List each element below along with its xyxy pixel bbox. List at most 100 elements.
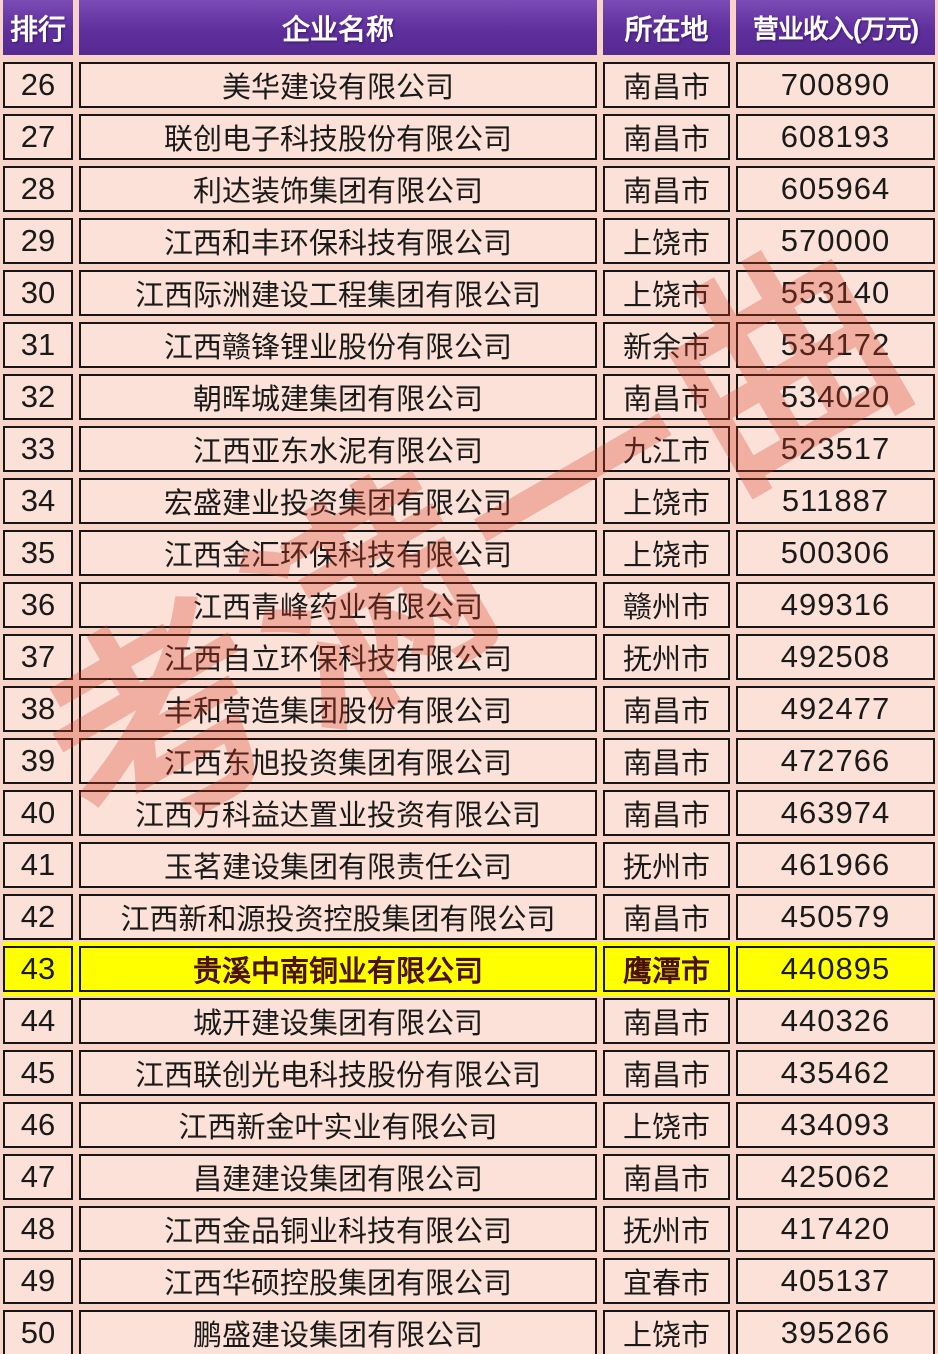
table-row: 44 城开建设集团有限公司 南昌市 440326 bbox=[3, 998, 935, 1044]
rank-cell: 32 bbox=[3, 374, 73, 420]
rank-cell: 30 bbox=[3, 270, 73, 316]
revenue-cell: 395266 bbox=[736, 1310, 935, 1354]
rank-cell: 49 bbox=[3, 1258, 73, 1304]
company-cell: 江西金品铜业科技有限公司 bbox=[79, 1206, 597, 1252]
rank-cell: 39 bbox=[3, 738, 73, 784]
table-row: 49 江西华硕控股集团有限公司 宜春市 405137 bbox=[3, 1258, 935, 1304]
rank-cell: 34 bbox=[3, 478, 73, 524]
revenue-cell: 553140 bbox=[736, 270, 935, 316]
city-cell: 九江市 bbox=[603, 426, 730, 472]
city-cell: 赣州市 bbox=[603, 582, 730, 628]
city-cell: 上饶市 bbox=[603, 1310, 730, 1354]
rank-cell: 29 bbox=[3, 218, 73, 264]
company-cell: 联创电子科技股份有限公司 bbox=[79, 114, 597, 160]
rank-cell: 35 bbox=[3, 530, 73, 576]
rank-cell: 26 bbox=[3, 62, 73, 108]
table-row: 33 江西亚东水泥有限公司 九江市 523517 bbox=[3, 426, 935, 472]
company-cell: 江西自立环保科技有限公司 bbox=[79, 634, 597, 680]
rank-cell: 33 bbox=[3, 426, 73, 472]
revenue-cell: 440895 bbox=[736, 946, 935, 992]
rank-cell: 31 bbox=[3, 322, 73, 368]
rank-cell: 47 bbox=[3, 1154, 73, 1200]
revenue-cell: 534172 bbox=[736, 322, 935, 368]
rank-cell: 48 bbox=[3, 1206, 73, 1252]
company-cell: 江西新和源投资控股集团有限公司 bbox=[79, 894, 597, 940]
company-cell: 丰和营造集团股份有限公司 bbox=[79, 686, 597, 732]
company-cell: 宏盛建业投资集团有限公司 bbox=[79, 478, 597, 524]
table-row: 29 江西和丰环保科技有限公司 上饶市 570000 bbox=[3, 218, 935, 264]
company-cell: 朝晖城建集团有限公司 bbox=[79, 374, 597, 420]
table-row: 38 丰和营造集团股份有限公司 南昌市 492477 bbox=[3, 686, 935, 732]
table-row: 46 江西新金叶实业有限公司 上饶市 434093 bbox=[3, 1102, 935, 1148]
rank-cell: 45 bbox=[3, 1050, 73, 1096]
rank-cell: 42 bbox=[3, 894, 73, 940]
city-cell: 上饶市 bbox=[603, 478, 730, 524]
revenue-cell: 492508 bbox=[736, 634, 935, 680]
rank-cell: 38 bbox=[3, 686, 73, 732]
revenue-cell: 434093 bbox=[736, 1102, 935, 1148]
revenue-cell: 425062 bbox=[736, 1154, 935, 1200]
company-cell: 江西新金叶实业有限公司 bbox=[79, 1102, 597, 1148]
city-cell: 南昌市 bbox=[603, 894, 730, 940]
table-row: 28 利达装饰集团有限公司 南昌市 605964 bbox=[3, 166, 935, 212]
city-cell: 南昌市 bbox=[603, 166, 730, 212]
city-cell: 南昌市 bbox=[603, 686, 730, 732]
company-cell: 江西联创光电科技股份有限公司 bbox=[79, 1050, 597, 1096]
city-cell: 上饶市 bbox=[603, 530, 730, 576]
header-city: 所在地 bbox=[603, 0, 730, 55]
rank-cell: 37 bbox=[3, 634, 73, 680]
table-header-row: 排行 企业名称 所在地 营业收入(万元) bbox=[3, 0, 935, 55]
header-rank: 排行 bbox=[3, 0, 73, 55]
city-cell: 抚州市 bbox=[603, 1206, 730, 1252]
table-row: 34 宏盛建业投资集团有限公司 上饶市 511887 bbox=[3, 478, 935, 524]
revenue-cell: 417420 bbox=[736, 1206, 935, 1252]
rank-cell: 46 bbox=[3, 1102, 73, 1148]
rank-cell: 27 bbox=[3, 114, 73, 160]
company-cell: 江西金汇环保科技有限公司 bbox=[79, 530, 597, 576]
revenue-cell: 463974 bbox=[736, 790, 935, 836]
rank-cell: 40 bbox=[3, 790, 73, 836]
city-cell: 南昌市 bbox=[603, 1154, 730, 1200]
table-row: 30 江西际洲建设工程集团有限公司 上饶市 553140 bbox=[3, 270, 935, 316]
revenue-cell: 472766 bbox=[736, 738, 935, 784]
table-row: 45 江西联创光电科技股份有限公司 南昌市 435462 bbox=[3, 1050, 935, 1096]
city-cell: 鹰潭市 bbox=[603, 946, 730, 992]
city-cell: 南昌市 bbox=[603, 374, 730, 420]
city-cell: 南昌市 bbox=[603, 1050, 730, 1096]
revenue-cell: 405137 bbox=[736, 1258, 935, 1304]
revenue-cell: 492477 bbox=[736, 686, 935, 732]
table-row: 35 江西金汇环保科技有限公司 上饶市 500306 bbox=[3, 530, 935, 576]
rank-cell: 28 bbox=[3, 166, 73, 212]
city-cell: 南昌市 bbox=[603, 62, 730, 108]
revenue-cell: 570000 bbox=[736, 218, 935, 264]
company-cell: 江西际洲建设工程集团有限公司 bbox=[79, 270, 597, 316]
revenue-cell: 500306 bbox=[736, 530, 935, 576]
table-row: 27 联创电子科技股份有限公司 南昌市 608193 bbox=[3, 114, 935, 160]
table-body: 26 美华建设有限公司 南昌市 700890 27 联创电子科技股份有限公司 南… bbox=[3, 62, 935, 1354]
city-cell: 上饶市 bbox=[603, 1102, 730, 1148]
company-cell: 贵溪中南铜业有限公司 bbox=[79, 946, 597, 992]
revenue-cell: 523517 bbox=[736, 426, 935, 472]
company-cell: 美华建设有限公司 bbox=[79, 62, 597, 108]
revenue-cell: 499316 bbox=[736, 582, 935, 628]
table-row: 48 江西金品铜业科技有限公司 抚州市 417420 bbox=[3, 1206, 935, 1252]
city-cell: 上饶市 bbox=[603, 218, 730, 264]
company-cell: 昌建建设集团有限公司 bbox=[79, 1154, 597, 1200]
company-cell: 江西万科益达置业投资有限公司 bbox=[79, 790, 597, 836]
company-cell: 江西亚东水泥有限公司 bbox=[79, 426, 597, 472]
table-row: 43 贵溪中南铜业有限公司 鹰潭市 440895 bbox=[3, 946, 935, 992]
company-cell: 江西青峰药业有限公司 bbox=[79, 582, 597, 628]
table-row: 39 江西东旭投资集团有限公司 南昌市 472766 bbox=[3, 738, 935, 784]
rank-cell: 43 bbox=[3, 946, 73, 992]
table-row: 36 江西青峰药业有限公司 赣州市 499316 bbox=[3, 582, 935, 628]
table-row: 32 朝晖城建集团有限公司 南昌市 534020 bbox=[3, 374, 935, 420]
table-row: 26 美华建设有限公司 南昌市 700890 bbox=[3, 62, 935, 108]
table-row: 31 江西赣锋锂业股份有限公司 新余市 534172 bbox=[3, 322, 935, 368]
company-cell: 鹏盛建设集团有限公司 bbox=[79, 1310, 597, 1354]
city-cell: 南昌市 bbox=[603, 790, 730, 836]
revenue-cell: 440326 bbox=[736, 998, 935, 1044]
revenue-cell: 608193 bbox=[736, 114, 935, 160]
city-cell: 宜春市 bbox=[603, 1258, 730, 1304]
